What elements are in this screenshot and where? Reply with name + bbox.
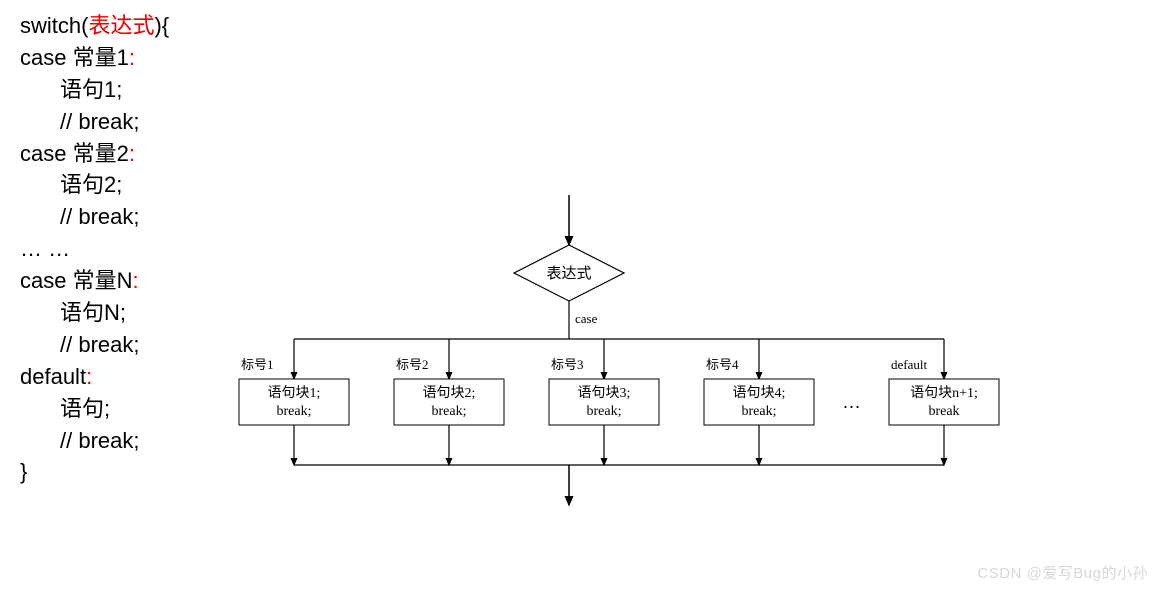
code-line: … … — [20, 233, 169, 265]
code-line: } — [20, 456, 169, 488]
code-line: switch(表达式){ — [20, 10, 169, 42]
code-line: 语句; — [20, 393, 169, 425]
svg-text:语句块n+1;: 语句块n+1; — [910, 385, 978, 401]
svg-text:default: default — [891, 357, 927, 372]
svg-text:break;: break; — [587, 404, 622, 419]
code-line: 语句1; — [20, 74, 169, 106]
svg-text:语句块3;: 语句块3; — [578, 385, 631, 401]
svg-text:break;: break; — [277, 404, 312, 419]
svg-text:标号2: 标号2 — [396, 357, 429, 372]
svg-text:标号1: 标号1 — [241, 357, 274, 372]
code-line: case 常量1: — [20, 42, 169, 74]
code-line: case 常量N: — [20, 265, 169, 297]
svg-text:标号3: 标号3 — [551, 357, 584, 372]
code-panel: switch(表达式){ case 常量1: 语句1; // break; ca… — [0, 0, 189, 591]
svg-text:语句块2;: 语句块2; — [423, 385, 476, 401]
code-line: default: — [20, 361, 169, 393]
code-line: // break; — [20, 201, 169, 233]
code-line: // break; — [20, 106, 169, 138]
code-line: // break; — [20, 425, 169, 457]
svg-text:break;: break; — [432, 404, 467, 419]
svg-text:语句块4;: 语句块4; — [733, 385, 786, 401]
code-line: 语句2; — [20, 169, 169, 201]
svg-text:case: case — [575, 311, 598, 326]
code-line: case 常量2: — [20, 138, 169, 170]
code-line: // break; — [20, 329, 169, 361]
watermark: CSDN @爱写Bug的小孙 — [977, 562, 1148, 583]
svg-text:…: … — [843, 392, 861, 412]
flowchart-panel: 表达式 case 标号1 语句块1; break; 标号2 语句块2; break; 标号3 语句… — [189, 0, 1160, 591]
code-line: 语句N; — [20, 297, 169, 329]
svg-text:语句块1;: 语句块1; — [268, 385, 321, 401]
svg-text:标号4: 标号4 — [706, 357, 739, 372]
svg-text:break: break — [929, 404, 960, 419]
flowchart-svg: 表达式 case 标号1 语句块1; break; 标号2 语句块2; break; 标号3 语句… — [189, 0, 1069, 591]
svg-text:break;: break; — [742, 404, 777, 419]
svg-text:表达式: 表达式 — [547, 265, 592, 282]
